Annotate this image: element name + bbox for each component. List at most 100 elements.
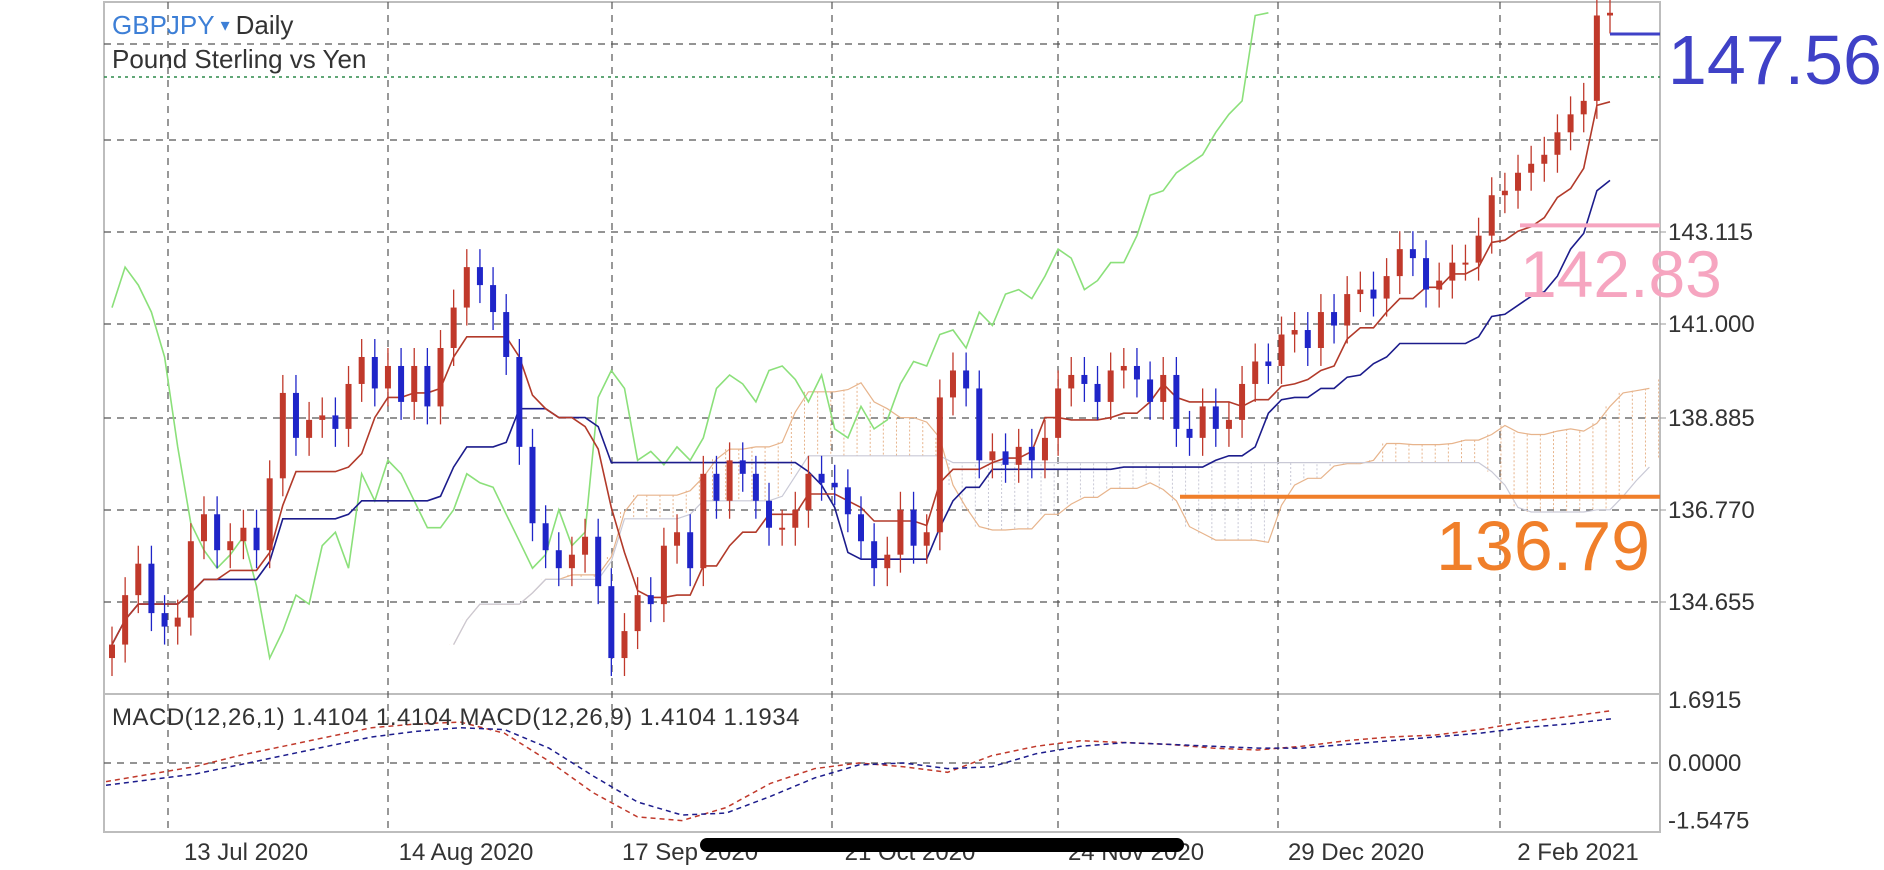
candle-body bbox=[989, 451, 996, 461]
timeframe-label[interactable]: Daily bbox=[235, 10, 294, 40]
candle-body bbox=[266, 478, 273, 551]
candle-body bbox=[1002, 451, 1009, 465]
candle-body bbox=[109, 644, 115, 659]
candle-body bbox=[358, 356, 365, 384]
x-tick-label: 29 Dec 2020 bbox=[1288, 839, 1424, 866]
candle-body bbox=[634, 595, 641, 632]
candle-body bbox=[1094, 383, 1101, 402]
candle-body bbox=[818, 473, 825, 483]
macd-panel bbox=[105, 709, 1613, 822]
candle-body bbox=[687, 532, 694, 569]
candle-body bbox=[542, 523, 549, 551]
x-tick-label: 13 Jul 2020 bbox=[184, 839, 308, 866]
candle-body bbox=[424, 365, 431, 407]
candle-body bbox=[122, 595, 129, 645]
candle-body bbox=[1541, 154, 1548, 164]
candle-body bbox=[568, 554, 575, 569]
indicator-lines bbox=[111, 12, 1650, 661]
candle-body bbox=[1055, 388, 1062, 438]
candle-body bbox=[923, 532, 930, 546]
macd-series-line bbox=[105, 709, 1613, 822]
candle-body bbox=[1252, 361, 1259, 384]
candle-body bbox=[214, 514, 221, 551]
senkou-span-a-line bbox=[453, 382, 1650, 645]
candle-body bbox=[1265, 361, 1272, 366]
candlesticks bbox=[109, 0, 1613, 677]
price-levels bbox=[1180, 32, 1660, 499]
candle-body bbox=[1173, 374, 1180, 429]
symbol-selector[interactable]: GBPJPY ▾ Daily bbox=[112, 10, 293, 41]
chevron-down-icon[interactable]: ▾ bbox=[220, 15, 230, 35]
axes: 13 Jul 2020 14 Aug 2020 17 Sep 2020 21 Oct … bbox=[184, 219, 1755, 866]
candle-body bbox=[949, 370, 956, 398]
candle-body bbox=[1475, 235, 1482, 263]
candle-body bbox=[976, 388, 983, 461]
candle-body bbox=[1436, 280, 1443, 290]
candle-body bbox=[1147, 379, 1154, 402]
macd-legend: MACD(12,26,1) 1.4104 1.4104 MACD(12,26,9… bbox=[112, 704, 800, 731]
candle-body bbox=[516, 356, 523, 447]
candle-body bbox=[490, 285, 497, 313]
candle-body bbox=[371, 356, 378, 389]
candle-body bbox=[1041, 437, 1048, 461]
candle-body bbox=[253, 527, 260, 551]
candle-body bbox=[384, 365, 391, 389]
candle-body bbox=[1291, 330, 1298, 335]
macd-y-tick-label: 0.0000 bbox=[1668, 750, 1741, 777]
candle-body bbox=[279, 392, 286, 479]
y-tick-label: 143.115 bbox=[1668, 219, 1753, 246]
kijun-sen-line bbox=[111, 179, 1611, 645]
candle-body bbox=[1212, 406, 1219, 429]
candle-body bbox=[1528, 163, 1535, 173]
candle-body bbox=[858, 514, 864, 542]
candle-body bbox=[332, 415, 339, 429]
candle-body bbox=[1449, 262, 1456, 281]
candle-body bbox=[766, 500, 773, 528]
candle-body bbox=[161, 613, 168, 627]
candle-body bbox=[411, 365, 418, 402]
candle-body bbox=[1383, 276, 1390, 299]
candle-body bbox=[1357, 289, 1364, 295]
candle-body bbox=[135, 563, 142, 596]
candle-body bbox=[792, 509, 799, 528]
candle-body bbox=[805, 473, 812, 510]
candle-body bbox=[1068, 374, 1075, 389]
candle-body bbox=[476, 267, 483, 286]
candle-body bbox=[1120, 365, 1127, 371]
symbol-label: GBPJPY bbox=[112, 10, 215, 40]
candle-body bbox=[555, 550, 562, 569]
candle-body bbox=[463, 267, 470, 308]
candle-body bbox=[963, 370, 970, 389]
candle-body bbox=[1344, 294, 1351, 326]
y-tick-label: 136.770 bbox=[1668, 497, 1755, 524]
y-tick-label: 134.655 bbox=[1668, 589, 1755, 616]
candle-body bbox=[595, 536, 602, 587]
candle-body bbox=[1186, 428, 1193, 438]
last-price-label: 147.56 bbox=[1667, 21, 1882, 99]
y-tick-label: 138.885 bbox=[1668, 405, 1755, 432]
macd-series-line bbox=[105, 717, 1613, 816]
macd-y-tick-label: -1.5475 bbox=[1668, 807, 1749, 834]
candle-body bbox=[700, 473, 707, 569]
candle-body bbox=[1593, 15, 1600, 101]
horizontal-scrollbar[interactable] bbox=[700, 838, 1184, 852]
candle-body bbox=[1501, 190, 1508, 196]
candle-body bbox=[1239, 383, 1246, 420]
candle-body bbox=[187, 541, 194, 618]
candle-body bbox=[936, 397, 943, 533]
candle-body bbox=[884, 554, 891, 569]
candle-body bbox=[1331, 312, 1338, 326]
candle-body bbox=[713, 473, 720, 501]
chikou-span-line bbox=[111, 12, 1269, 661]
candle-body bbox=[450, 307, 457, 348]
candle-body bbox=[1317, 312, 1324, 348]
candle-body bbox=[739, 460, 746, 474]
candle-body bbox=[200, 514, 207, 542]
pink-level-label: 142.83 bbox=[1520, 237, 1722, 311]
candle-body bbox=[398, 365, 405, 402]
candle-body bbox=[1015, 446, 1022, 465]
candle-body bbox=[1278, 334, 1285, 366]
candle-body bbox=[1567, 114, 1574, 133]
orange-level-label: 136.79 bbox=[1436, 507, 1651, 585]
candle-body bbox=[319, 415, 326, 420]
